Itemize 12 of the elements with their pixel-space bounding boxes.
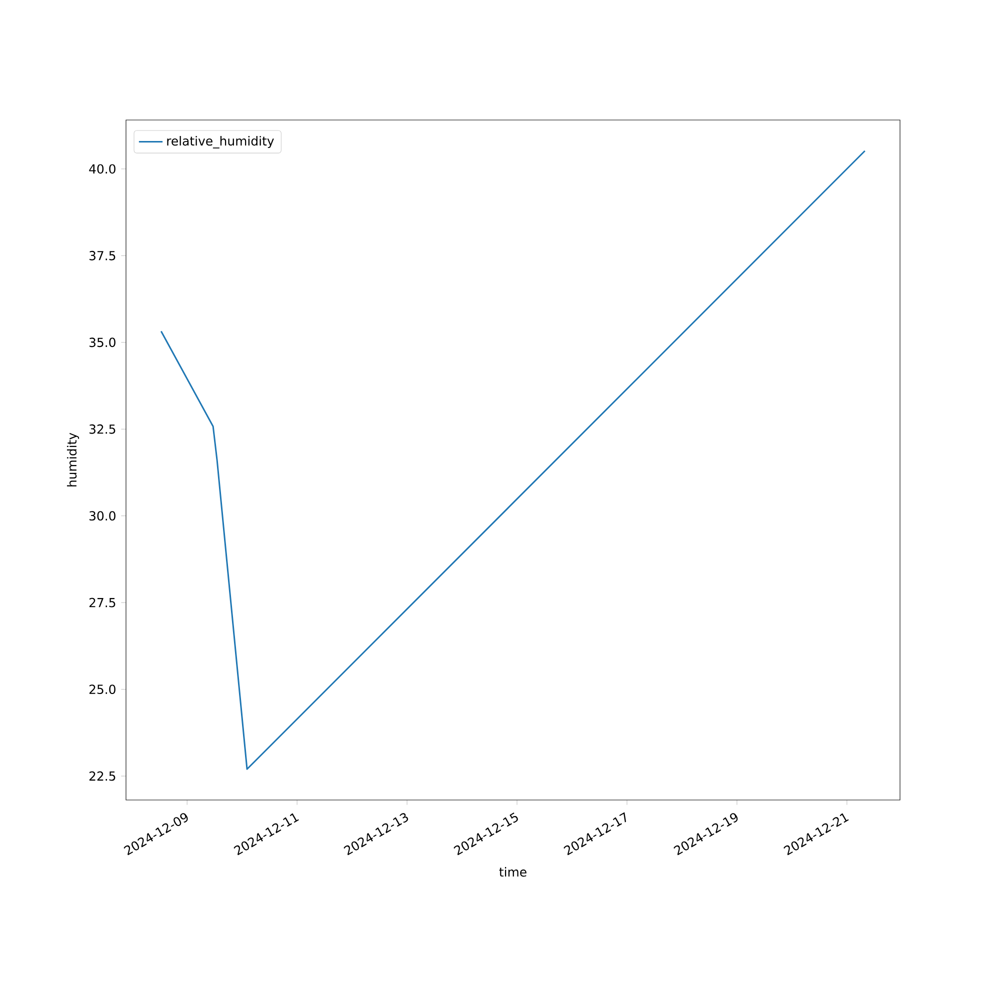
legend-label: relative_humidity <box>167 136 274 148</box>
y-tick-label: 35.0 <box>89 338 116 348</box>
y-tick-label: 30.0 <box>89 511 116 521</box>
y-tick-label: 27.5 <box>89 598 116 608</box>
y-tick-label: 22.5 <box>89 771 116 781</box>
line-series <box>160 150 866 770</box>
y-tick-label: 32.5 <box>89 424 116 434</box>
y-tick-label: 25.0 <box>89 684 116 694</box>
y-axis-title: humidity <box>66 432 80 486</box>
x-axis-title: time <box>499 867 526 877</box>
y-tick-label: 37.5 <box>89 250 116 260</box>
y-tick-label: 40.0 <box>89 164 116 174</box>
